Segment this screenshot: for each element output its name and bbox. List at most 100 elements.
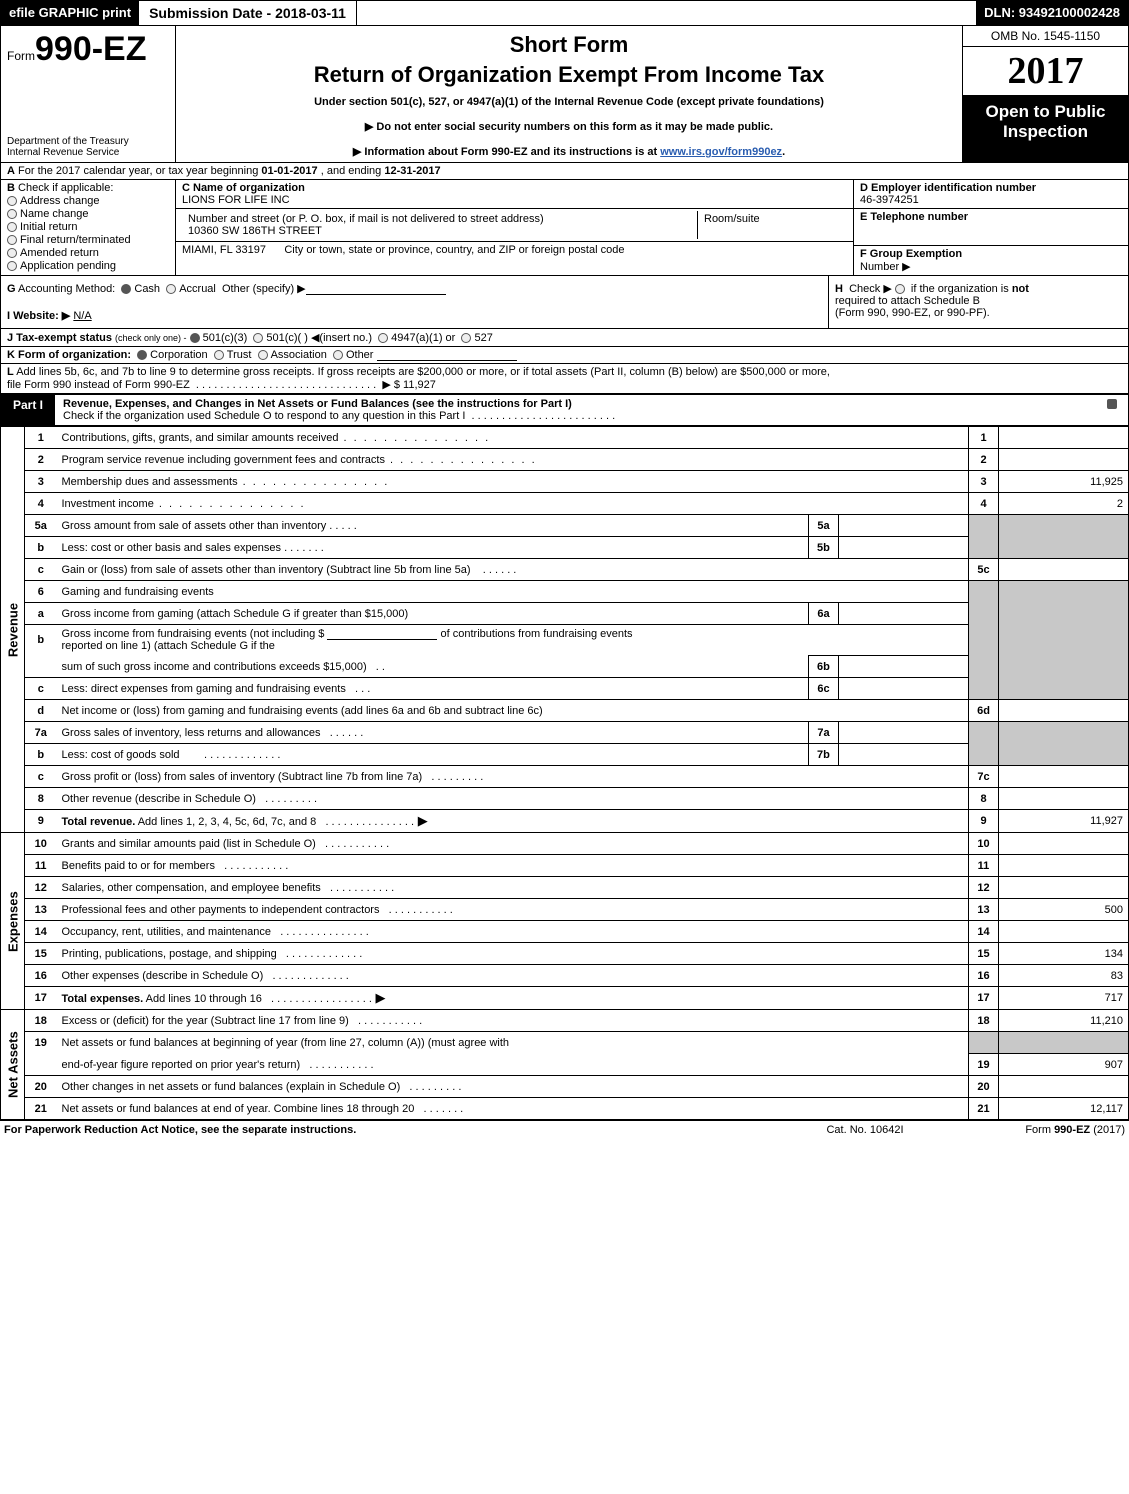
arrow2-post: . <box>782 146 785 158</box>
line-20: 20 Other changes in net assets or fund b… <box>1 1076 1129 1098</box>
l18-no: 18 <box>25 1010 57 1032</box>
l18-val: 11,210 <box>999 1010 1129 1032</box>
l2-val <box>999 449 1129 471</box>
arrow2-pre: ▶ Information about Form 990-EZ and its … <box>353 146 660 158</box>
form-number: Form990-EZ <box>7 30 169 69</box>
box-e: E Telephone number <box>854 209 1128 246</box>
line-2: 2 Program service revenue including gove… <box>1 449 1129 471</box>
arrow-line-2: ▶ Information about Form 990-EZ and its … <box>184 145 954 158</box>
l6b-pre: Gross income from fundraising events (no… <box>62 628 328 640</box>
line-19-2: end-of-year figure reported on prior yea… <box>1 1054 1129 1076</box>
line-10: Expenses 10 Grants and similar amounts p… <box>1 833 1129 855</box>
dln-label: DLN: 93492100002428 <box>976 1 1128 25</box>
l9-desc: Total revenue. Add lines 1, 2, 3, 4, 5c,… <box>57 810 969 833</box>
radio-501c3[interactable] <box>190 333 200 343</box>
chk-initial-return[interactable]: Initial return <box>7 221 169 233</box>
l5a-desc: Gross amount from sale of assets other t… <box>57 515 809 537</box>
l7a-sno: 7a <box>808 722 838 744</box>
org-name-box: C Name of organization LIONS FOR LIFE IN… <box>176 180 853 209</box>
irs-link[interactable]: www.irs.gov/form990ez <box>660 146 782 158</box>
col-b: B Check if applicable: Address change Na… <box>1 180 176 275</box>
l16-rno: 16 <box>969 965 999 987</box>
k-o3: Association <box>271 349 327 361</box>
chk-address-change[interactable]: Address change <box>7 195 169 207</box>
l11-val <box>999 855 1129 877</box>
l6b-desc3: sum of such gross income and contributio… <box>57 656 809 678</box>
j-label: J Tax-exempt status <box>7 332 112 344</box>
l6-no: 6 <box>25 581 57 603</box>
radio-501c[interactable] <box>253 333 263 343</box>
arrow-line-1: ▶ Do not enter social security numbers o… <box>184 120 954 133</box>
l19-grey <box>969 1032 999 1054</box>
l15-desc: Printing, publications, postage, and shi… <box>57 943 969 965</box>
form-header: Form990-EZ Department of the Treasury In… <box>0 26 1129 163</box>
l19-no2 <box>25 1054 57 1076</box>
l5-greyval <box>999 515 1129 559</box>
l5b-no: b <box>25 537 57 559</box>
radio-cash[interactable] <box>121 284 131 294</box>
open-line1: Open to Public <box>965 102 1126 122</box>
chk-name-change-label: Name change <box>20 208 89 220</box>
col-def: D Employer identification number 46-3974… <box>853 180 1128 275</box>
h-text3: required to attach Schedule B <box>835 295 980 307</box>
l12-no: 12 <box>25 877 57 899</box>
subtitle: Under section 501(c), 527, or 4947(a)(1)… <box>184 96 954 108</box>
radio-h[interactable] <box>895 284 905 294</box>
l6-greyval <box>999 581 1129 700</box>
l6b-desc1: Gross income from fundraising events (no… <box>57 625 969 656</box>
radio-accrual[interactable] <box>166 284 176 294</box>
line-15: 15 Printing, publications, postage, and … <box>1 943 1129 965</box>
side-expenses: Expenses <box>1 833 25 1010</box>
radio-corp[interactable] <box>137 350 147 360</box>
l20-rno: 20 <box>969 1076 999 1098</box>
line-7c: c Gross profit or (loss) from sales of i… <box>1 766 1129 788</box>
l6a-sno: 6a <box>808 603 838 625</box>
title-return: Return of Organization Exempt From Incom… <box>184 62 954 88</box>
line-11: 11 Benefits paid to or for members . . .… <box>1 855 1129 877</box>
l5b-sval <box>838 537 968 559</box>
l8-desc: Other revenue (describe in Schedule O) .… <box>57 788 969 810</box>
h-text1: Check ▶ <box>849 283 892 295</box>
chk-application-pending[interactable]: Application pending <box>7 260 169 272</box>
main-table: Revenue 1 Contributions, gifts, grants, … <box>0 426 1129 1120</box>
l2-desc: Program service revenue including govern… <box>57 449 969 471</box>
l6c-no: c <box>25 678 57 700</box>
chk-final-return[interactable]: Final return/terminated <box>7 234 169 246</box>
l6d-desc: Net income or (loss) from gaming and fun… <box>57 700 969 722</box>
l7a-desc: Gross sales of inventory, less returns a… <box>57 722 809 744</box>
k-o2: Trust <box>227 349 252 361</box>
line-6b-2: sum of such gross income and contributio… <box>1 656 1129 678</box>
side-revenue: Revenue <box>1 427 25 833</box>
l7b-sval <box>838 744 968 766</box>
l13-rno: 13 <box>969 899 999 921</box>
line-8: 8 Other revenue (describe in Schedule O)… <box>1 788 1129 810</box>
footer-right-bold: 990-EZ <box>1054 1124 1090 1136</box>
l7c-desc: Gross profit or (loss) from sales of inv… <box>57 766 969 788</box>
radio-527[interactable] <box>461 333 471 343</box>
submission-date: Submission Date - 2018-03-11 <box>139 1 357 25</box>
radio-other-org[interactable] <box>333 350 343 360</box>
l8-no: 8 <box>25 788 57 810</box>
l-text1: Add lines 5b, 6c, and 7b to line 9 to de… <box>16 366 830 378</box>
part-i-check[interactable] <box>1099 395 1128 425</box>
l-text2: file Form 990 instead of Form 990-EZ <box>7 379 190 391</box>
header-left: Form990-EZ Department of the Treasury In… <box>1 26 176 162</box>
topbar-spacer <box>357 1 976 25</box>
d-label: D Employer identification number <box>860 182 1036 194</box>
row-a-mid: , and ending <box>321 165 385 177</box>
line-6d: d Net income or (loss) from gaming and f… <box>1 700 1129 722</box>
form-number-big: 990-EZ <box>35 30 147 68</box>
k-o4: Other <box>346 349 374 361</box>
dept-irs: Internal Revenue Service <box>7 147 169 158</box>
room-cell: Room/suite <box>697 211 847 239</box>
addr-cell: Number and street (or P. O. box, if mail… <box>182 211 697 239</box>
radio-4947[interactable] <box>378 333 388 343</box>
radio-trust[interactable] <box>214 350 224 360</box>
chk-amended-return[interactable]: Amended return <box>7 247 169 259</box>
c-label: C Name of organization <box>182 182 305 194</box>
l7-greyval <box>999 722 1129 766</box>
col-b-intro: Check if applicable: <box>18 182 113 194</box>
l15-no: 15 <box>25 943 57 965</box>
chk-name-change[interactable]: Name change <box>7 208 169 220</box>
radio-assoc[interactable] <box>258 350 268 360</box>
